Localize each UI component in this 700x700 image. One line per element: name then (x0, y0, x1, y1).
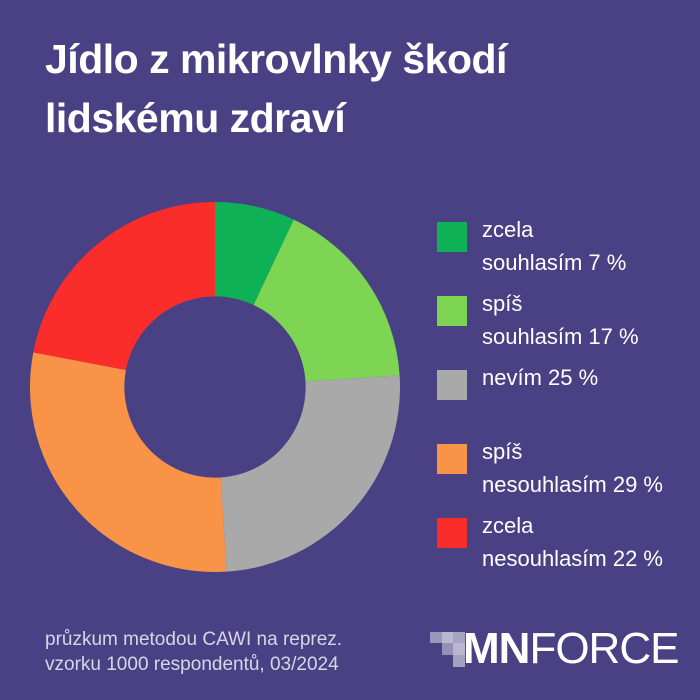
legend-label-line2: souhlasím 17 % (482, 324, 639, 349)
logo-pixel (453, 654, 466, 667)
legend-label: nevím 25 % (482, 361, 598, 394)
legend-swatch-light-green (437, 296, 467, 326)
legend-item-zcela-souhlasim: zcela souhlasím 7 % (437, 213, 682, 287)
legend-label-line1: zcela (482, 513, 534, 538)
title-line-1: Jídlo z mikrovlnky škodí (45, 36, 507, 82)
legend-swatch-gray (437, 370, 467, 400)
legend-label: spíš souhlasím 17 % (482, 287, 639, 353)
legend-item-nevim: nevím 25 % (437, 361, 682, 435)
logo-pixel (441, 643, 454, 655)
legend-label-line1: zcela (482, 217, 534, 242)
logo-text-bold: MN (463, 624, 530, 673)
survey-note: průzkum metodou CAWI na reprez. vzorku 1… (45, 627, 342, 677)
legend-swatch-red (437, 518, 467, 548)
donut-slice-zcela-nesouhlasím (33, 201, 215, 371)
survey-note-line2: vzorku 1000 respondentů, 03/2024 (45, 654, 339, 675)
mnforce-pixel-icon (430, 631, 466, 667)
title-line-2: lidskému zdraví (45, 95, 346, 141)
legend-item-zcela-nesouhlasim: zcela nesouhlasím 22 % (437, 509, 682, 583)
page-title: Jídlo z mikrovlnky škodí lidskému zdraví (45, 30, 665, 148)
legend-label: zcela souhlasím 7 % (482, 213, 626, 279)
donut-slice-spíš-souhlasím (253, 219, 400, 382)
legend-label-line1: spíš (482, 291, 523, 316)
mnforce-logo-text: MNFORCE (463, 627, 679, 671)
logo-pixel (441, 631, 454, 644)
legend-item-spis-nesouhlasim: spíš nesouhlasím 29 % (437, 435, 682, 509)
legend-label-line2: nesouhlasím 29 % (482, 472, 663, 497)
legend-label-line1: nevím 25 % (482, 365, 599, 390)
chart-legend: zcela souhlasím 7 % spíš souhlasím 17 % … (437, 213, 682, 583)
mnforce-logo: MNFORCE (430, 627, 679, 671)
survey-note-line1: průzkum metodou CAWI na reprez. (45, 629, 343, 650)
logo-pixel (453, 643, 466, 655)
donut-slice-spíš-nesouhlasím (30, 352, 227, 572)
legend-item-spis-souhlasim: spíš souhlasím 17 % (437, 287, 682, 361)
legend-label: spíš nesouhlasím 29 % (482, 435, 663, 501)
legend-swatch-green (437, 222, 467, 252)
donut-chart (30, 201, 400, 572)
legend-label-line1: spíš (482, 439, 523, 464)
logo-text-light: FORCE (529, 624, 679, 673)
legend-swatch-orange (437, 444, 467, 474)
donut-slice-nevím (220, 375, 400, 572)
donut-slice-zcela-souhlasím (215, 202, 294, 305)
legend-label-line2: souhlasím 7 % (482, 250, 627, 275)
legend-label: zcela nesouhlasím 22 % (482, 509, 663, 575)
logo-pixel (430, 631, 442, 644)
logo-pixel (453, 631, 466, 644)
donut-chart-svg (30, 201, 400, 572)
legend-label-line2: nesouhlasím 22 % (482, 546, 663, 571)
